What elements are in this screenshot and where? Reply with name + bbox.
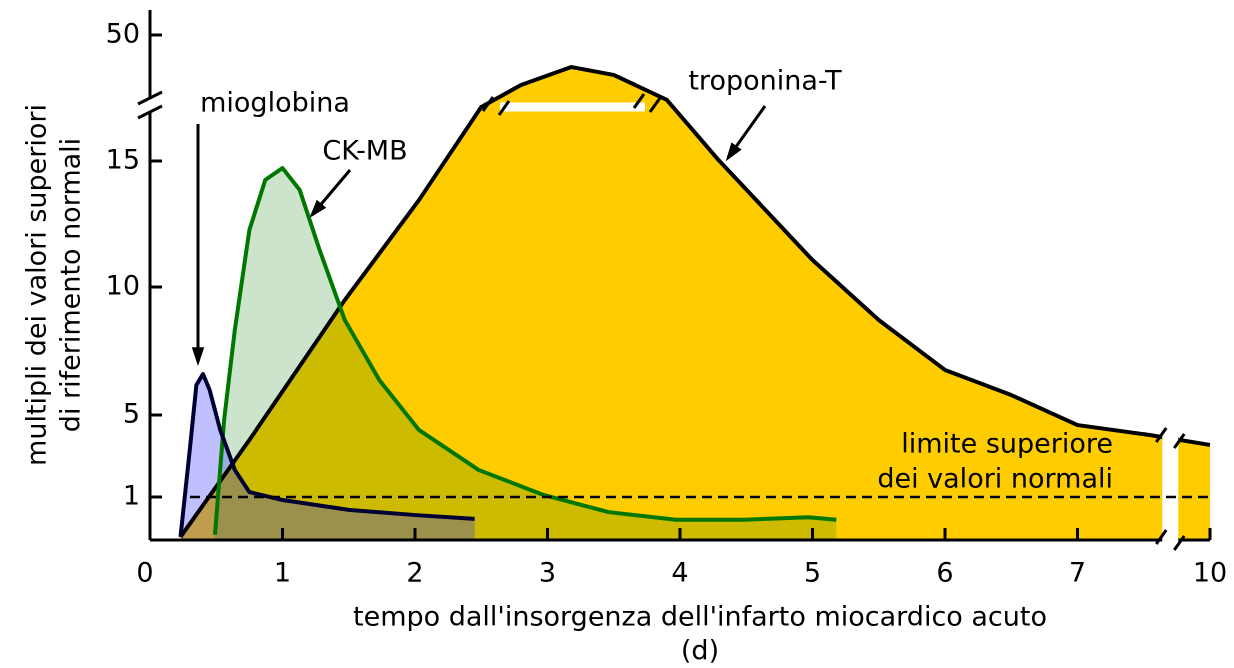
- y-axis-label: di riferimento normali: [56, 138, 87, 432]
- x-tick-label: 4: [671, 558, 688, 589]
- break-mark: [1155, 427, 1168, 443]
- x-tick-label: 1: [274, 558, 291, 589]
- reference-label: limite superiore: [901, 429, 1113, 460]
- line: [178, 372, 475, 538]
- break-mark: [1173, 535, 1186, 551]
- y-tick-label: 15: [106, 145, 140, 176]
- break-mark: [1155, 529, 1168, 545]
- area: [180, 374, 475, 540]
- x-tick-label: 7: [1069, 558, 1086, 589]
- break-mark: [481, 96, 495, 112]
- y-tick-label: 10: [106, 271, 140, 302]
- y-tick-label: 50: [106, 19, 140, 50]
- axis-break-gap: [1162, 420, 1179, 545]
- break-mark: [648, 97, 662, 113]
- break-mark: [1173, 433, 1186, 449]
- reference-label: dei valori normali: [877, 464, 1113, 495]
- x-tick-label: 0: [136, 558, 153, 589]
- arrow-head: [725, 142, 742, 162]
- series-label: troponina-T: [688, 66, 842, 97]
- area: [214, 168, 837, 540]
- x-axis-label: (d): [681, 636, 719, 667]
- break-mark: [497, 100, 511, 116]
- line: [212, 166, 837, 535]
- y-axis-label: multipli dei valori superiori: [22, 104, 53, 466]
- x-axis-label: tempo dall'insorgenza dell'infarto mioca…: [353, 602, 1047, 633]
- x-tick-label: 5: [804, 558, 821, 589]
- x-tick-label: 10: [1193, 558, 1227, 589]
- y-tick-label: 5: [123, 399, 140, 430]
- x-tick-label: 6: [936, 558, 953, 589]
- break-mark: [632, 93, 646, 109]
- break-mark: [137, 90, 163, 106]
- series-label: mioglobina: [200, 88, 350, 119]
- series-label: CK-MB: [322, 136, 407, 167]
- y-tick-label: 1: [123, 481, 140, 512]
- x-tick-label: 2: [406, 558, 423, 589]
- break-mark: [137, 104, 163, 120]
- x-tick-label: 3: [539, 558, 556, 589]
- line: [178, 65, 1211, 539]
- arrow-head: [191, 347, 205, 366]
- area: [180, 67, 1211, 540]
- arrow-head: [309, 199, 327, 219]
